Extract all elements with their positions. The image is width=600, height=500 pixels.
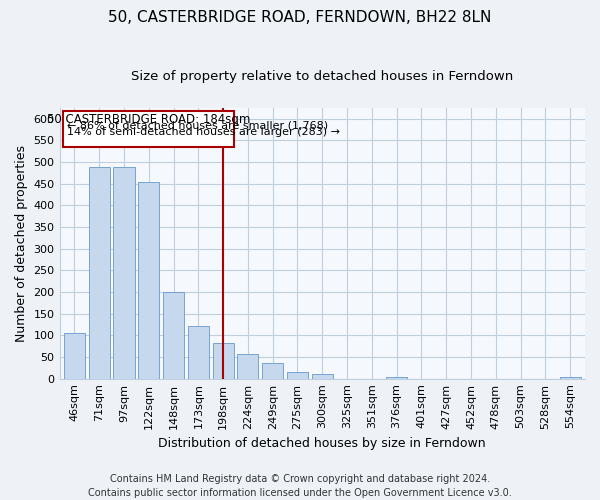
Text: 50 CASTERBRIDGE ROAD: 184sqm: 50 CASTERBRIDGE ROAD: 184sqm [47, 113, 250, 126]
Text: Contains HM Land Registry data © Crown copyright and database right 2024.
Contai: Contains HM Land Registry data © Crown c… [88, 474, 512, 498]
FancyBboxPatch shape [63, 111, 234, 147]
Bar [64, 333, 85, 378]
Y-axis label: Number of detached properties: Number of detached properties [15, 144, 28, 342]
X-axis label: Distribution of detached houses by size in Ferndown: Distribution of detached houses by size … [158, 437, 486, 450]
Bar [212, 342, 233, 378]
Bar [89, 167, 110, 378]
Bar [163, 292, 184, 378]
Bar [262, 363, 283, 378]
Text: 14% of semi-detached houses are larger (283) →: 14% of semi-detached houses are larger (… [67, 128, 340, 138]
Text: ← 86% of detached houses are smaller (1,768): ← 86% of detached houses are smaller (1,… [67, 120, 328, 130]
Bar [287, 372, 308, 378]
Bar [386, 377, 407, 378]
Title: Size of property relative to detached houses in Ferndown: Size of property relative to detached ho… [131, 70, 514, 83]
Bar [113, 167, 134, 378]
Bar [312, 374, 333, 378]
Bar [138, 182, 160, 378]
Text: 50, CASTERBRIDGE ROAD, FERNDOWN, BH22 8LN: 50, CASTERBRIDGE ROAD, FERNDOWN, BH22 8L… [109, 10, 491, 25]
Bar [560, 376, 581, 378]
Bar [238, 354, 259, 378]
Bar [188, 326, 209, 378]
